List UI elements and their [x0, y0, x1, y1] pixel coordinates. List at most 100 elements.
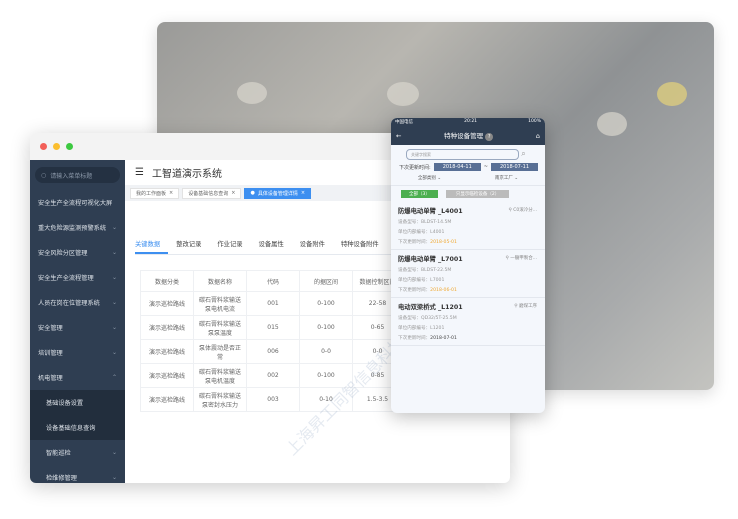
help-icon[interactable]: ?: [485, 133, 494, 141]
location-pin-icon: ⚲: [514, 304, 518, 309]
equipment-name: 电动双梁桥式 _L1201: [398, 304, 463, 311]
table-cell: 0-100: [299, 315, 353, 340]
location: ⚲ 磨煤工序: [514, 304, 537, 309]
column-header: 数据名称: [193, 270, 247, 292]
chevron-icon: ⌄: [111, 349, 117, 356]
chevron-icon: ⌄: [111, 474, 117, 481]
sidebar-item[interactable]: 安全管理 ⌄: [30, 315, 125, 340]
sidebar-item[interactable]: 安全生产全流程管理 ⌄: [30, 265, 125, 290]
date-to[interactable]: 2018-07-11: [490, 163, 539, 171]
page-title: 特种设备管理 ?: [444, 130, 494, 141]
sidebar-item[interactable]: 重大危险源监测预警系统 ⌄: [30, 215, 125, 240]
equipment-name: 防爆电动单臂 _L4001: [398, 208, 463, 215]
sidebar-item-label: 安全生产全流程可视化大屏: [38, 200, 113, 207]
table-cell: 演示巡检路线: [140, 339, 194, 364]
sidebar-item-label: 安全风险分区管理: [38, 250, 88, 257]
chevron-icon: ⌄: [111, 224, 117, 231]
table-cell: 碳石膏料浆输送泵泵温度: [193, 315, 247, 340]
chevron-icon: ⌄: [111, 249, 117, 256]
sidebar-item[interactable]: 机电管理 ⌃: [30, 365, 125, 390]
table-cell: 015: [246, 315, 300, 340]
table-cell: 0-100: [299, 291, 353, 316]
sidebar-item-label: 检维修管理: [46, 475, 77, 482]
column-header: 代码: [246, 270, 300, 292]
home-icon[interactable]: ⌂: [535, 131, 540, 140]
sidebar-item[interactable]: 基础设备设置: [30, 390, 125, 415]
next-update-date: 2018-07-01: [430, 336, 457, 341]
location: ⚲ C0滚冷分...: [508, 208, 537, 213]
table-cell: 006: [246, 339, 300, 364]
sidebar-item[interactable]: 检维修管理 ⌄: [30, 465, 125, 483]
close-button[interactable]: [40, 143, 47, 150]
sidebar-item-label: 机电管理: [38, 375, 63, 382]
sidebar-item-label: 安全管理: [38, 325, 63, 332]
mobile-app: 中国电信 20:21 100% ← 特种设备管理 ? ⌂ 关键字搜索 ⌕ 下次更新时间:…: [391, 118, 545, 413]
equipment-name: 防爆电动单臂 _L7001: [398, 256, 463, 263]
sidebar-item[interactable]: 安全风险分区管理 ⌄: [30, 240, 125, 265]
menu-search-input[interactable]: ○ 请输入菜单标题: [35, 167, 120, 183]
table-row: 演示巡检路线 碳石膏料浆输送泵电机电流 001 0-100 22-58: [140, 291, 403, 316]
all-button[interactable]: 全部（3）: [401, 190, 438, 198]
factory-filter[interactable]: 南京工厂 ⌄: [494, 176, 519, 181]
table-cell: 002: [246, 363, 300, 388]
detail-tab[interactable]: 特种设备附件: [340, 241, 379, 248]
keyword-search-input[interactable]: 关键字搜索: [406, 149, 519, 160]
table-cell: 演示巡检路线: [140, 363, 194, 388]
maximize-button[interactable]: [66, 143, 73, 150]
open-tab[interactable]: 设备基础信息查询 ×: [182, 187, 242, 199]
sidebar-item[interactable]: 安全生产全流程可视化大屏: [30, 190, 125, 215]
detail-tab[interactable]: 设备属性: [258, 241, 284, 248]
open-tab-active[interactable]: ● 具体设备管理详情 ×: [244, 187, 312, 199]
table-cell: 碳石膏料浆输送泵密封水压力: [193, 387, 247, 412]
location: ⚲ 一髓甲製合...: [505, 256, 537, 261]
minimize-button[interactable]: [53, 143, 60, 150]
column-header: 数据分类: [140, 270, 194, 292]
next-update-date: 2018-06-01: [430, 288, 457, 293]
sidebar-item-label: 基础设备设置: [46, 400, 84, 407]
chevron-icon: ⌄: [111, 299, 117, 306]
sidebar-item-label: 智能巡检: [46, 450, 71, 457]
sidebar-item[interactable]: 人员在岗在位管理系统 ⌄: [30, 290, 125, 315]
sidebar-item-label: 培训管理: [38, 350, 63, 357]
equipment-card[interactable]: 防爆电动单臂 _L7001 ⚲ 一髓甲製合... 设备型号：BLDST-22.5M 单…: [391, 250, 545, 298]
sidebar-item[interactable]: 智能巡检 ⌄: [30, 440, 125, 465]
table-row: 演示巡检路线 碳石膏料浆输送泵泵温度 015 0-100 0-65: [140, 315, 403, 340]
search-icon[interactable]: ⌕: [521, 149, 526, 158]
detail-tab[interactable]: 设备附件: [299, 241, 325, 248]
table-cell: 泵体震动是否正常: [193, 339, 247, 364]
location-pin-icon: ⚲: [505, 256, 509, 261]
date-from[interactable]: 2018-04-11: [433, 163, 481, 171]
table-cell: 0-0: [299, 339, 353, 364]
table-cell: 演示巡检路线: [140, 291, 194, 316]
sidebar-item[interactable]: 培训管理 ⌄: [30, 340, 125, 365]
table-cell: 碳石膏料浆输送泵电机电流: [193, 291, 247, 316]
location-pin-icon: ⚲: [508, 208, 512, 213]
open-tab[interactable]: 我的工作面板 ×: [130, 187, 180, 199]
only-inspection-button[interactable]: 只显示临检设备（2）: [445, 190, 510, 198]
detail-tab[interactable]: 作业记录: [217, 241, 243, 248]
app-title: 工智道演示系统: [151, 169, 222, 180]
sidebar-item-label: 人员在岗在位管理系统: [38, 300, 100, 307]
sidebar-item[interactable]: 设备基础信息查询: [30, 415, 125, 440]
back-icon[interactable]: ←: [396, 131, 402, 140]
detail-tab[interactable]: 关键数据: [135, 239, 169, 254]
sidebar: ○ 请输入菜单标题 安全生产全流程可视化大屏 重大危险源监测预警系统 ⌄ 安全风险分区管…: [30, 160, 125, 483]
hamburger-icon[interactable]: ☰: [135, 167, 144, 178]
table-cell: 003: [246, 387, 300, 412]
search-icon: ○: [41, 171, 47, 179]
column-header: 的据区间: [299, 270, 353, 292]
sidebar-item-label: 重大危险源监测预警系统: [38, 225, 107, 232]
table-cell: 碳石膏料浆输送泵电机温度: [193, 363, 247, 388]
category-filter[interactable]: 全部类别 ⌄: [417, 176, 442, 181]
equipment-card[interactable]: 防爆电动单臂 _L4001 ⚲ C0滚冷分... 设备型号：BLDST-14.5M 单…: [391, 202, 545, 250]
next-update-date: 2018-05-01: [430, 240, 457, 245]
table-cell: 001: [246, 291, 300, 316]
status-bar: 中国电信 20:21 100%: [395, 119, 541, 125]
detail-tab[interactable]: 整改记录: [176, 241, 202, 248]
table-cell: 演示巡检路线: [140, 315, 194, 340]
table-cell: 演示巡检路线: [140, 387, 194, 412]
sidebar-item-label: 安全生产全流程管理: [38, 275, 94, 282]
equipment-card[interactable]: 电动双梁桥式 _L1201 ⚲ 磨煤工序 设备型号：QD32/5T-25.5M 单位内…: [391, 298, 545, 346]
chevron-icon: ⌄: [111, 449, 117, 456]
chevron-icon: ⌄: [111, 274, 117, 281]
